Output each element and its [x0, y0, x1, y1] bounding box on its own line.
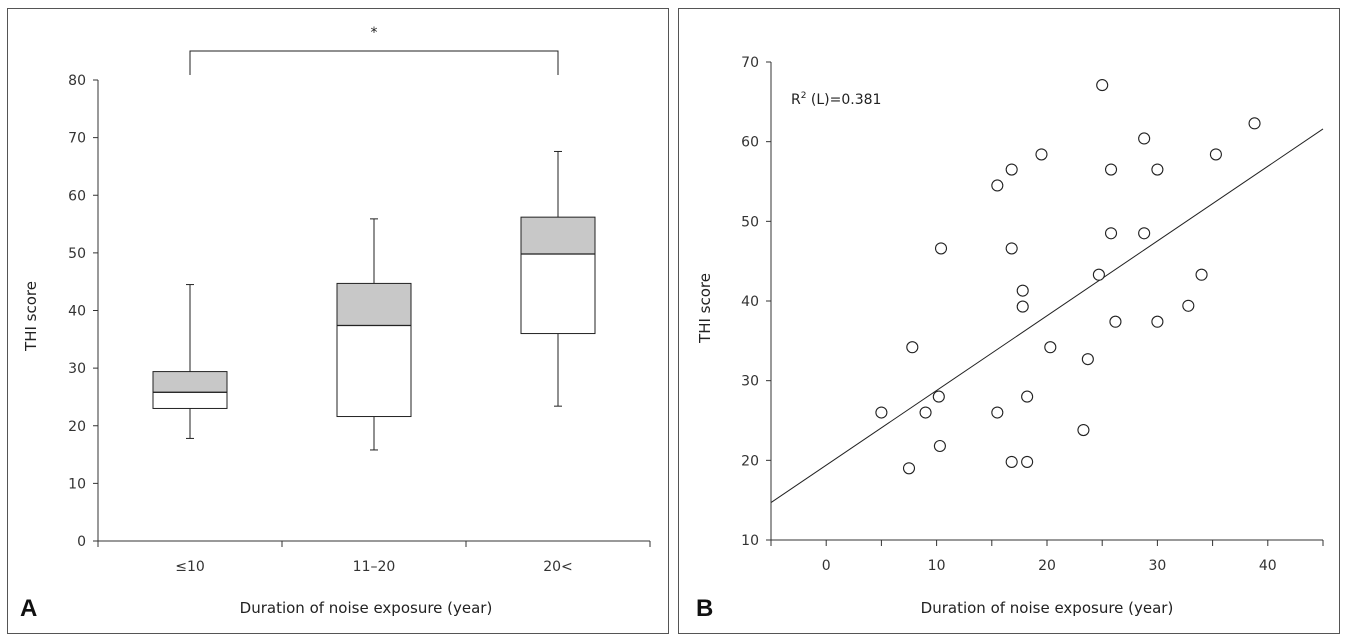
box-upper-quartile — [520, 216, 596, 255]
r-squared-annotation: R2 (L)=0.381 — [791, 91, 881, 108]
panel-a: 0 10 20 30 40 50 60 70 80 ≤10 11–20 20< * THI score … — [7, 8, 669, 634]
data-point — [1081, 353, 1094, 366]
y-tick-label: 30 — [741, 374, 759, 390]
x-tick-label: 20 — [1038, 558, 1056, 574]
y-tick-label: 20 — [741, 453, 759, 469]
data-point — [1151, 315, 1164, 328]
y-tick-label: 50 — [68, 246, 86, 262]
data-point — [1109, 315, 1122, 328]
y-tick-label: 40 — [68, 304, 86, 320]
data-point — [1016, 300, 1029, 313]
data-point — [1005, 242, 1018, 255]
y-tick-label: 10 — [68, 476, 86, 492]
x-tick-label: 11–20 — [353, 559, 396, 575]
data-point — [906, 341, 919, 354]
data-point — [1005, 163, 1018, 176]
y-tick-label: 70 — [741, 55, 759, 71]
scatter-chart: 10 20 30 40 50 60 70 0 10 20 30 40 THI score Durati… — [696, 55, 1324, 622]
data-point — [932, 390, 945, 403]
y-tick-label: 60 — [741, 135, 759, 151]
y-axis-title: THI score — [696, 273, 714, 344]
x-tick-label: 30 — [1148, 558, 1166, 574]
data-point — [991, 406, 1004, 419]
data-point — [1104, 227, 1118, 240]
data-point — [991, 179, 1004, 192]
data-point — [1151, 163, 1164, 176]
y-tick-label: 0 — [77, 534, 86, 550]
y-tick-label: 30 — [68, 361, 86, 377]
data-point — [1209, 148, 1222, 161]
box-lower-quartile — [152, 391, 228, 409]
y-tick-label: 40 — [741, 294, 759, 310]
panel-label-b: B — [696, 595, 713, 622]
x-axis-title: Duration of noise exposure (year) — [240, 599, 493, 617]
data-point — [1138, 227, 1151, 240]
data-point — [1248, 117, 1261, 130]
data-point — [1104, 163, 1118, 176]
data-point — [1016, 284, 1029, 297]
data-point — [1044, 341, 1057, 354]
box-lower-quartile — [520, 253, 596, 335]
data-point — [1005, 455, 1018, 468]
significance-bracket — [189, 50, 559, 75]
x-tick-label: 0 — [822, 558, 831, 574]
data-point — [933, 439, 946, 453]
box-upper-quartile — [152, 371, 228, 393]
panel-label-a: A — [20, 595, 37, 622]
x-tick-label: 20< — [543, 559, 573, 575]
x-tick-label: 40 — [1259, 558, 1277, 574]
data-point — [1021, 455, 1034, 468]
panel-b: 10 20 30 40 50 60 70 0 10 20 30 40 THI score Durati… — [678, 8, 1340, 634]
y-axis-title: THI score — [22, 281, 40, 352]
data-point — [1021, 390, 1034, 403]
data-point — [919, 406, 932, 419]
y-tick-label: 10 — [741, 533, 759, 549]
data-point — [1096, 79, 1109, 92]
regression-line — [770, 128, 1324, 503]
x-axis-title: Duration of noise exposure (year) — [921, 599, 1174, 617]
x-tick-label: 10 — [928, 558, 946, 574]
data-point — [875, 406, 888, 419]
y-tick-label: 70 — [68, 131, 86, 147]
data-point — [1092, 268, 1105, 281]
y-tick-label: 50 — [741, 214, 759, 230]
data-point — [902, 462, 916, 475]
data-point — [1138, 132, 1151, 145]
y-tick-label: 60 — [68, 188, 86, 204]
y-tick-label: 80 — [68, 73, 86, 89]
significance-star: * — [371, 25, 378, 41]
box-lower-quartile — [336, 324, 412, 418]
data-point — [1077, 424, 1090, 437]
data-point — [1195, 268, 1208, 281]
data-point — [1035, 148, 1048, 161]
x-tick-label: ≤10 — [175, 559, 205, 575]
box-upper-quartile — [336, 282, 412, 326]
data-point — [934, 242, 948, 255]
data-point — [1182, 299, 1195, 312]
y-tick-label: 20 — [68, 419, 86, 435]
